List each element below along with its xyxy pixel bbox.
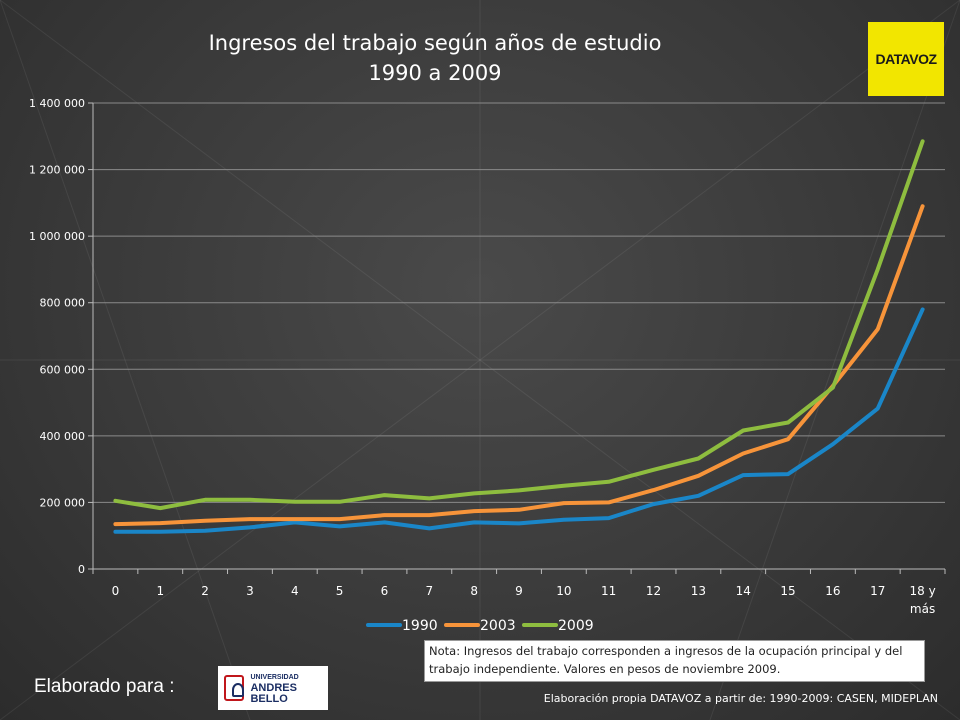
made-for-label: Elaborado para :	[34, 676, 175, 697]
y-tick-label: 200 000	[40, 496, 86, 509]
chart-subtitle: 1990 a 2009	[368, 61, 502, 85]
y-tick-label: 400 000	[40, 430, 86, 443]
university-crest-icon	[224, 675, 245, 701]
university-line2: ANDRES BELLO	[250, 681, 297, 705]
university-line1: UNIVERSIDAD	[250, 673, 299, 681]
x-tick-label: 2	[201, 584, 209, 598]
y-tick-label: 1 200 000	[29, 164, 85, 177]
series-line-1990	[113, 307, 925, 534]
x-tick-label: 12	[646, 584, 661, 598]
x-tick-label: 7	[425, 584, 433, 598]
x-tick-label: 0	[112, 584, 120, 598]
y-tick-label: 600 000	[40, 363, 86, 376]
datavoz-logo: DATAVOZ	[868, 22, 944, 96]
x-tick-label: 3	[246, 584, 254, 598]
legend-label-1990: 1990	[402, 618, 438, 634]
x-tick-label: 14	[736, 584, 751, 598]
y-tick-label: 0	[78, 563, 85, 576]
university-logo-text: UNIVERSIDAD ANDRES BELLO	[250, 672, 322, 705]
series-line-2009	[113, 139, 925, 511]
x-tick-label: 5	[336, 584, 344, 598]
legend-label-2003: 2003	[480, 618, 516, 634]
chart-note: Nota: Ingresos del trabajo corresponden …	[424, 640, 925, 682]
university-logo: UNIVERSIDAD ANDRES BELLO	[218, 666, 328, 710]
chart-title: Ingresos del trabajo según años de estud…	[208, 31, 662, 55]
x-tick-label: 4	[291, 584, 299, 598]
series-line-2003	[113, 204, 925, 527]
chart-title-block: Ingresos del trabajo según años de estud…	[90, 28, 780, 88]
y-tick-label: 1 000 000	[29, 230, 85, 243]
x-tick-label: 17	[870, 584, 885, 598]
x-tick-label: 13	[691, 584, 706, 598]
x-tick-label: 6	[381, 584, 389, 598]
x-tick-label: 10	[556, 584, 571, 598]
x-tick-label: 9	[515, 584, 523, 598]
x-tick-label: 16	[825, 584, 840, 598]
legend-label-2009: 2009	[558, 618, 594, 634]
x-tick-label: 1	[156, 584, 164, 598]
x-tick-label: más	[910, 602, 935, 616]
datavoz-logo-text: DATAVOZ	[875, 51, 937, 67]
y-tick-label: 800 000	[40, 297, 86, 310]
x-tick-label: 18 y	[909, 584, 935, 598]
x-tick-label: 11	[601, 584, 616, 598]
y-tick-label: 1 400 000	[29, 97, 85, 110]
x-tick-label: 8	[470, 584, 478, 598]
x-tick-label: 15	[780, 584, 795, 598]
source-text: Elaboración propia DATAVOZ a partir de: …	[543, 692, 938, 705]
